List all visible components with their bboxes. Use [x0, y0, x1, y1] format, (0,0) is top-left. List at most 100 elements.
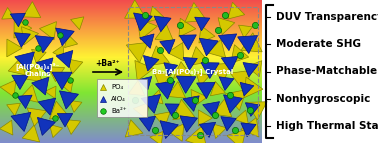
- Polygon shape: [15, 52, 34, 71]
- Polygon shape: [138, 77, 152, 90]
- Text: Nonhygroscopic: Nonhygroscopic: [276, 94, 370, 104]
- Polygon shape: [212, 124, 226, 138]
- Polygon shape: [154, 71, 172, 89]
- Text: +Ba²⁺: +Ba²⁺: [96, 59, 120, 68]
- Polygon shape: [235, 110, 248, 124]
- Polygon shape: [36, 58, 53, 75]
- Polygon shape: [197, 82, 215, 99]
- Polygon shape: [35, 36, 54, 53]
- Bar: [97, 79, 147, 117]
- Polygon shape: [221, 117, 236, 131]
- Text: Ba²⁺: Ba²⁺: [111, 108, 127, 114]
- Polygon shape: [160, 121, 178, 139]
- Polygon shape: [156, 81, 175, 99]
- Polygon shape: [23, 2, 41, 18]
- Polygon shape: [126, 42, 148, 63]
- Text: DUV Transparency: DUV Transparency: [276, 12, 378, 22]
- Polygon shape: [137, 18, 157, 40]
- Polygon shape: [196, 73, 210, 86]
- Polygon shape: [241, 33, 262, 52]
- Polygon shape: [183, 96, 199, 111]
- Polygon shape: [173, 99, 195, 120]
- Text: AlO₄: AlO₄: [111, 96, 126, 102]
- Polygon shape: [56, 50, 73, 68]
- Polygon shape: [45, 86, 56, 98]
- Polygon shape: [155, 24, 174, 42]
- Polygon shape: [228, 2, 245, 19]
- Polygon shape: [230, 70, 252, 91]
- Polygon shape: [199, 122, 215, 137]
- Polygon shape: [7, 39, 22, 57]
- Polygon shape: [177, 76, 196, 93]
- Polygon shape: [239, 25, 253, 38]
- Polygon shape: [17, 95, 32, 109]
- Text: PO₄: PO₄: [111, 84, 123, 90]
- Polygon shape: [168, 124, 184, 141]
- Polygon shape: [133, 13, 152, 31]
- Polygon shape: [180, 35, 196, 50]
- Text: Ba₃[Al(PO₄)₃] Crystal: Ba₃[Al(PO₄)₃] Crystal: [152, 68, 234, 76]
- Polygon shape: [65, 34, 77, 48]
- Polygon shape: [71, 17, 84, 30]
- Polygon shape: [189, 47, 209, 65]
- Polygon shape: [143, 55, 159, 71]
- Polygon shape: [0, 80, 16, 97]
- Polygon shape: [203, 102, 220, 118]
- Polygon shape: [180, 116, 197, 132]
- Polygon shape: [218, 34, 237, 51]
- Polygon shape: [154, 112, 170, 127]
- Polygon shape: [37, 117, 56, 135]
- Polygon shape: [141, 94, 161, 113]
- Polygon shape: [165, 104, 179, 116]
- Polygon shape: [221, 56, 238, 72]
- Polygon shape: [31, 49, 46, 63]
- Polygon shape: [10, 13, 25, 27]
- Polygon shape: [59, 91, 79, 109]
- Polygon shape: [225, 90, 246, 110]
- Polygon shape: [22, 125, 40, 142]
- Polygon shape: [243, 62, 258, 77]
- Polygon shape: [150, 131, 163, 143]
- Polygon shape: [140, 34, 154, 48]
- Polygon shape: [20, 85, 38, 102]
- Polygon shape: [149, 6, 164, 22]
- Polygon shape: [12, 75, 28, 90]
- Polygon shape: [167, 82, 186, 98]
- Polygon shape: [195, 17, 210, 31]
- Polygon shape: [183, 57, 197, 70]
- Polygon shape: [199, 26, 215, 43]
- Polygon shape: [139, 116, 155, 131]
- Text: [Al(PO₄)₄]⁹⁻
Chains: [Al(PO₄)₄]⁹⁻ Chains: [16, 62, 60, 78]
- Polygon shape: [227, 130, 246, 143]
- Polygon shape: [245, 103, 260, 116]
- Text: Moderate SHG: Moderate SHG: [276, 39, 361, 49]
- Polygon shape: [241, 123, 256, 137]
- Polygon shape: [231, 45, 249, 63]
- Polygon shape: [0, 120, 13, 135]
- Polygon shape: [148, 46, 169, 66]
- Polygon shape: [52, 72, 72, 90]
- Polygon shape: [50, 101, 68, 119]
- Polygon shape: [125, 0, 146, 18]
- Polygon shape: [174, 62, 192, 78]
- Polygon shape: [38, 98, 56, 115]
- Polygon shape: [7, 103, 20, 116]
- Polygon shape: [211, 81, 225, 96]
- Polygon shape: [133, 102, 149, 119]
- Polygon shape: [67, 59, 83, 74]
- Polygon shape: [128, 81, 145, 96]
- Polygon shape: [240, 82, 254, 96]
- Polygon shape: [11, 112, 31, 132]
- Polygon shape: [69, 100, 82, 112]
- Polygon shape: [247, 61, 262, 77]
- Polygon shape: [218, 18, 235, 35]
- Polygon shape: [167, 42, 184, 61]
- Polygon shape: [244, 77, 263, 98]
- Polygon shape: [241, 118, 259, 137]
- Polygon shape: [185, 3, 206, 22]
- Polygon shape: [149, 90, 163, 104]
- Polygon shape: [186, 126, 206, 143]
- Polygon shape: [246, 102, 267, 120]
- Polygon shape: [223, 95, 242, 113]
- Polygon shape: [154, 16, 171, 32]
